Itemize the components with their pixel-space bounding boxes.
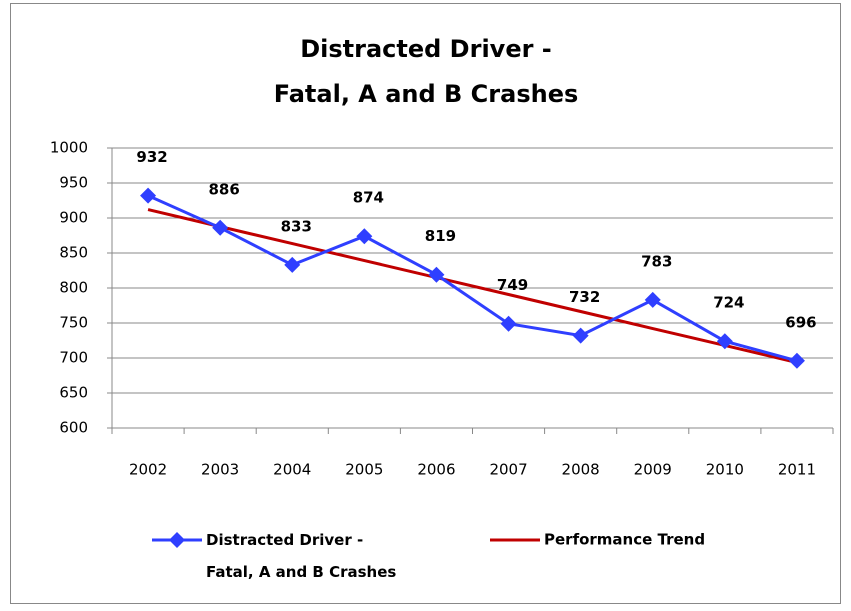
legend-label: Performance Trend bbox=[544, 531, 705, 549]
x-tick-label: 2002 bbox=[129, 461, 167, 479]
x-tick-label: 2004 bbox=[273, 461, 311, 479]
legend-label: Distracted Driver - Fatal, A and B Crashe… bbox=[206, 531, 396, 581]
chart-frame bbox=[10, 3, 841, 604]
y-tick-label: 750 bbox=[59, 314, 88, 332]
data-label: 886 bbox=[208, 180, 239, 198]
y-tick-label: 950 bbox=[59, 174, 88, 192]
x-tick-label: 2008 bbox=[562, 461, 600, 479]
y-tick-label: 700 bbox=[59, 349, 88, 367]
y-tick-label: 600 bbox=[59, 419, 88, 437]
y-tick-label: 800 bbox=[59, 279, 88, 297]
x-tick-label: 2009 bbox=[634, 461, 672, 479]
y-tick-label: 1000 bbox=[50, 139, 88, 157]
data-label: 732 bbox=[569, 288, 600, 306]
data-point bbox=[716, 333, 733, 350]
data-label: 749 bbox=[497, 276, 528, 294]
x-tick-label: 2011 bbox=[778, 461, 816, 479]
data-label: 783 bbox=[641, 252, 672, 270]
data-point bbox=[140, 187, 157, 204]
x-tick-label: 2007 bbox=[489, 461, 527, 479]
y-tick-label: 900 bbox=[59, 209, 88, 227]
legend-marker bbox=[169, 532, 185, 548]
x-tick-label: 2005 bbox=[345, 461, 383, 479]
x-tick-label: 2003 bbox=[201, 461, 239, 479]
data-point bbox=[212, 219, 229, 236]
data-point bbox=[284, 256, 301, 273]
series-line bbox=[147, 194, 798, 363]
data-label: 874 bbox=[353, 189, 384, 207]
data-label: 696 bbox=[785, 313, 816, 331]
data-point bbox=[500, 315, 517, 332]
x-tick-label: 2006 bbox=[417, 461, 455, 479]
data-point bbox=[428, 266, 445, 283]
legend-line-1: Distracted Driver - bbox=[206, 531, 363, 549]
y-tick-label: 650 bbox=[59, 384, 88, 402]
data-point bbox=[644, 291, 661, 308]
y-tick-label: 850 bbox=[59, 244, 88, 262]
chart-title: Fatal, A and B Crashes bbox=[274, 80, 579, 108]
data-label: 724 bbox=[713, 294, 744, 312]
data-point bbox=[572, 327, 589, 344]
x-tick-label: 2010 bbox=[706, 461, 744, 479]
data-point bbox=[356, 228, 373, 245]
data-label: 932 bbox=[136, 148, 167, 166]
data-point bbox=[788, 352, 805, 369]
series-line bbox=[147, 208, 798, 364]
data-label: 833 bbox=[281, 217, 312, 235]
data-label: 819 bbox=[425, 227, 456, 245]
legend-line-2: Fatal, A and B Crashes bbox=[206, 563, 396, 581]
chart-title: Distracted Driver - bbox=[300, 35, 552, 63]
